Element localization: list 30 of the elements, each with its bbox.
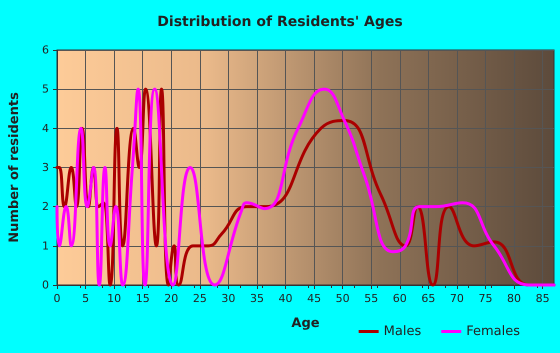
x-tick-label: 55	[364, 292, 378, 305]
x-tick-label: 85	[536, 292, 550, 305]
y-tick-label: 2	[42, 200, 49, 214]
x-tick-label: 20	[164, 292, 178, 305]
x-tick-label: 75	[478, 292, 492, 305]
y-tick-label: 0	[42, 278, 49, 292]
y-tick-label: 4	[42, 122, 49, 135]
x-axis-title: Age	[291, 316, 320, 331]
x-tick-label: 0	[54, 292, 60, 305]
x-tick-label: 10	[107, 292, 122, 305]
legend-label: Females	[466, 324, 520, 339]
y-tick-label: 3	[42, 161, 49, 174]
x-tick-label: 30	[221, 292, 236, 305]
y-tick-label: 5	[42, 82, 49, 96]
x-tick-label: 25	[192, 292, 207, 305]
x-tick-label: 40	[278, 292, 293, 305]
y-tick-label: 6	[42, 44, 49, 56]
x-tick-label: 60	[392, 292, 407, 305]
x-tick-label: 65	[421, 292, 436, 305]
x-tick-label: 50	[336, 292, 350, 305]
y-axis-title: Number of residents	[7, 92, 22, 243]
x-tick-label: 70	[450, 292, 464, 305]
x-tick-label: 15	[136, 292, 150, 305]
x-tick-label: 35	[250, 292, 264, 305]
y-tick-label: 1	[42, 239, 49, 252]
chart-title: Distribution of Residents' Ages	[157, 14, 403, 30]
x-tick-label: 5	[82, 292, 90, 305]
x-tick-label: 45	[307, 292, 322, 305]
x-tick-label: 80	[507, 292, 522, 305]
legend-label: Males	[384, 324, 422, 339]
